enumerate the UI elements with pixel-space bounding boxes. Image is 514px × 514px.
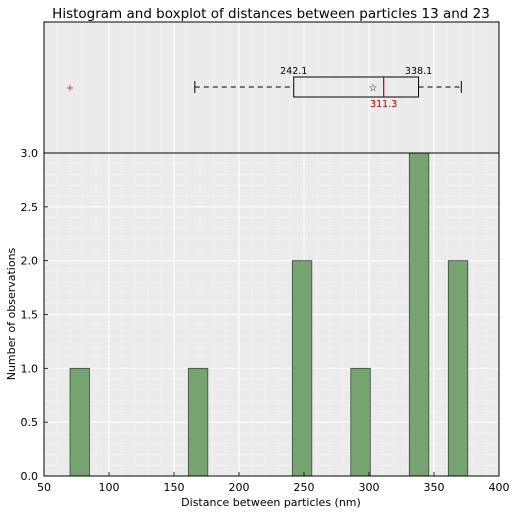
x-axis-label: Distance between particles (nm) [181, 496, 361, 509]
x-tick-label: 300 [359, 481, 380, 494]
x-tick-label: 400 [489, 481, 510, 494]
x-tick-label: 150 [164, 481, 185, 494]
y-tick-label: 1.0 [21, 362, 39, 375]
y-tick-label: 0.0 [21, 470, 39, 483]
histogram-bar [291, 260, 313, 477]
median-label: 311.3 [370, 99, 397, 110]
histogram-bar [187, 367, 209, 477]
boxplot-panel: ☆ +242.1 338.1 311.3 [43, 22, 500, 153]
x-axis-ticks: 50 100 150 200 250 300 350 400 [37, 472, 510, 494]
y-tick-label: 2.5 [21, 201, 39, 214]
boxplot: ☆ +242.1 338.1 311.3 [66, 66, 462, 110]
x-tick-label: 350 [424, 481, 445, 494]
chart-title: Histogram and boxplot of distances betwe… [52, 6, 490, 22]
x-tick-label: 100 [99, 481, 120, 494]
x-tick-label: 200 [229, 481, 250, 494]
histogram-bar [350, 367, 371, 477]
y-tick-label: 3.0 [21, 147, 39, 160]
x-tick-label: 50 [37, 481, 51, 494]
histogram-bar [69, 367, 90, 477]
q1-label: 242.1 [280, 66, 307, 77]
outlier-marker: + [66, 83, 74, 94]
x-tick-label: 250 [294, 481, 315, 494]
bottom-panel-frame [43, 152, 500, 477]
histogram-bars [69, 152, 469, 477]
y-axis-ticks: 0.0 0.5 1.0 1.5 2.0 2.5 3.0 [21, 147, 48, 483]
y-axis-label: Number of observations [5, 247, 18, 380]
y-tick-label: 2.0 [21, 255, 39, 268]
histogram-bar [447, 260, 469, 477]
histogram-bar [408, 152, 430, 477]
y-tick-label: 0.5 [21, 416, 39, 429]
mean-marker: ☆ [368, 83, 377, 94]
histogram-panel: 50 100 150 200 250 300 350 400 0.0 0.5 1.0 1.5 2.0 2… [21, 147, 510, 494]
q3-label: 338.1 [405, 66, 432, 77]
y-tick-label: 1.5 [21, 309, 39, 322]
interquartile-box [293, 76, 420, 98]
